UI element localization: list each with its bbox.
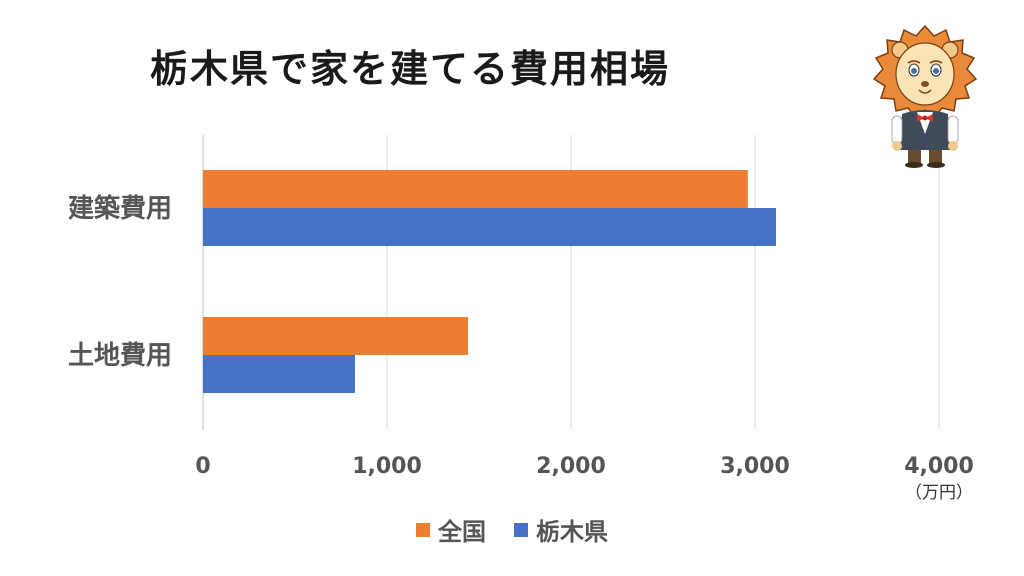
unit-label: （万円） — [905, 483, 973, 503]
bar-tochigi-0 — [203, 208, 776, 246]
legend-label-tochigi: 栃木県 — [536, 518, 608, 546]
legend-swatch-tochigi — [514, 522, 528, 537]
legend-item-national: 全国 — [416, 512, 486, 547]
category-label: 建築費用 — [68, 193, 172, 224]
lion-mascot-icon — [872, 24, 978, 168]
legend: 全国 栃木県 — [0, 512, 1024, 547]
legend-swatch-national — [416, 522, 430, 537]
bar-tochigi-1 — [203, 355, 355, 393]
legend-item-tochigi: 栃木県 — [514, 512, 608, 547]
x-tick-label: 2,000 — [536, 454, 606, 479]
bar-national-0 — [203, 170, 748, 208]
x-tick-label: 0 — [195, 454, 210, 479]
x-tick-label: 4,000 — [904, 454, 974, 479]
category-label: 土地費用 — [68, 341, 172, 371]
x-tick-label: 1,000 — [352, 454, 422, 479]
bar-national-1 — [203, 317, 468, 355]
x-tick-label: 3,000 — [720, 454, 790, 479]
chart-title: 栃木県で家を建てる費用相場 — [150, 47, 671, 91]
legend-label-national: 全国 — [438, 518, 486, 546]
